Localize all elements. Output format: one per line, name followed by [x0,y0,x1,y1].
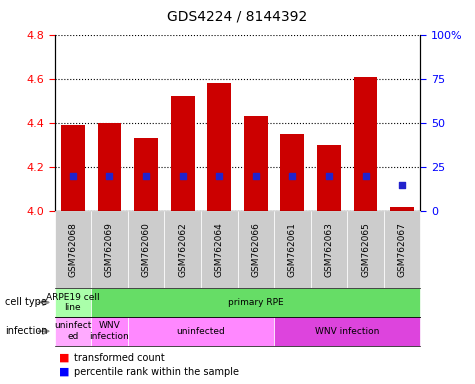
Text: ARPE19 cell
line: ARPE19 cell line [46,293,100,312]
Bar [134,138,158,211]
Bar [97,123,122,211]
Text: transformed count: transformed count [74,353,164,363]
Text: GSM762066: GSM762066 [251,222,260,277]
Text: ■: ■ [59,367,70,377]
Text: GSM762065: GSM762065 [361,222,370,277]
Point [216,173,223,179]
Text: WNV
infection: WNV infection [90,321,129,341]
Text: cell type: cell type [5,297,47,308]
Point [105,173,113,179]
Text: uninfected: uninfected [177,327,225,336]
Text: infection: infection [5,326,47,336]
Text: GDS4224 / 8144392: GDS4224 / 8144392 [167,10,308,23]
Point [325,173,332,179]
Point [142,173,150,179]
Text: percentile rank within the sample: percentile rank within the sample [74,367,238,377]
Text: GSM762061: GSM762061 [288,222,297,277]
Bar [353,76,378,211]
Point [252,173,259,179]
Bar [280,134,304,211]
Point [289,173,296,179]
Bar [61,125,85,211]
Point [69,173,77,179]
Point [398,182,406,188]
Text: ■: ■ [59,353,70,363]
Text: uninfect
ed: uninfect ed [54,321,92,341]
Bar [171,96,195,211]
Text: GSM762069: GSM762069 [105,222,114,277]
Text: WNV infection: WNV infection [315,327,380,336]
Text: GSM762063: GSM762063 [324,222,333,277]
Point [179,173,186,179]
Text: GSM762068: GSM762068 [68,222,77,277]
Text: GSM762060: GSM762060 [142,222,151,277]
Bar [390,207,414,211]
Point [362,173,370,179]
Bar [244,116,268,211]
Bar [317,145,341,211]
Bar [207,83,231,211]
Text: primary RPE: primary RPE [228,298,284,307]
Text: GSM762064: GSM762064 [215,222,224,277]
Text: GSM762067: GSM762067 [398,222,407,277]
Text: GSM762062: GSM762062 [178,222,187,277]
